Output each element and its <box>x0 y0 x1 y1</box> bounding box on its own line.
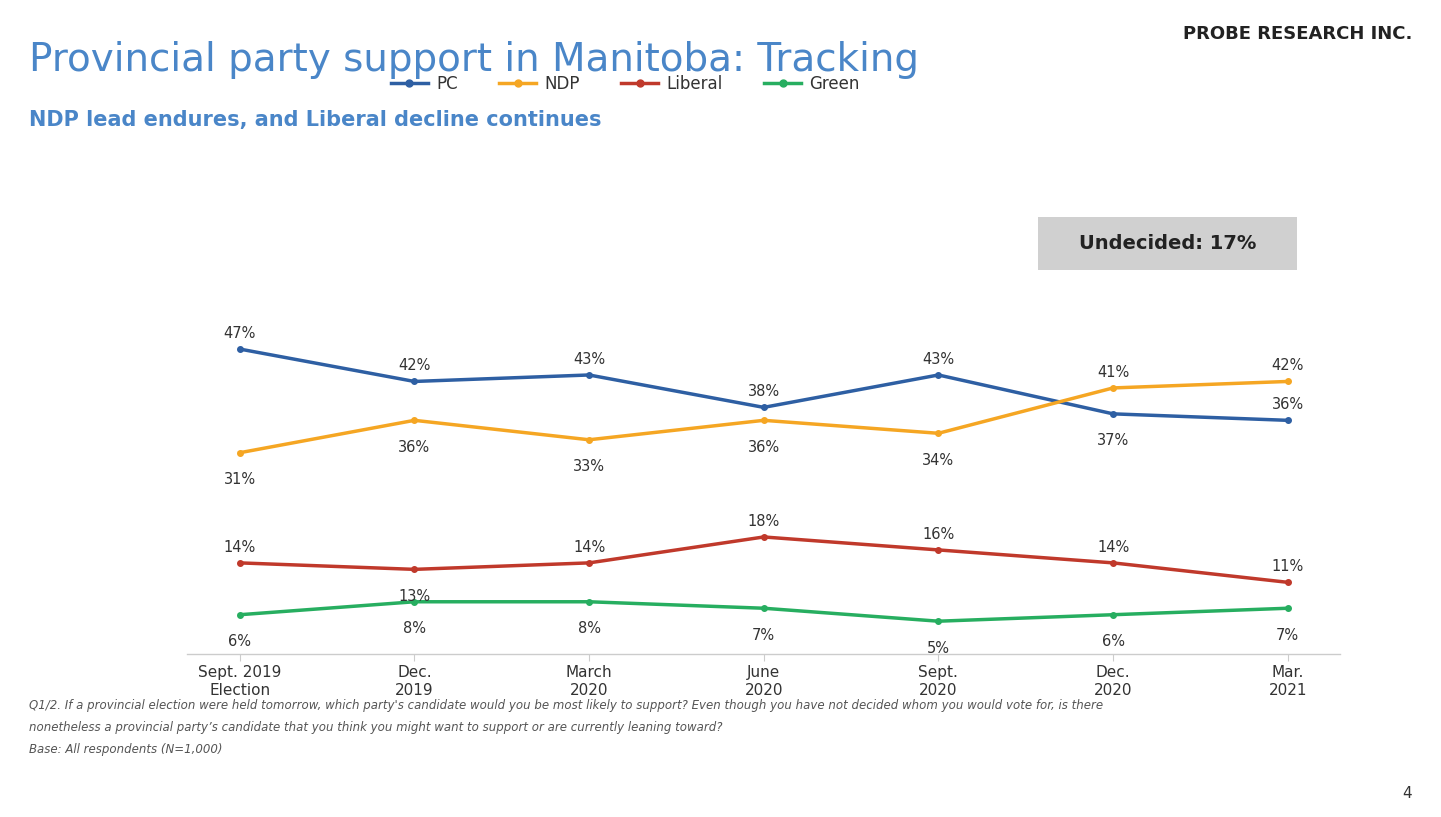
Text: 36%: 36% <box>1271 397 1304 412</box>
Text: 14%: 14% <box>1097 539 1130 555</box>
Text: 31%: 31% <box>223 472 256 487</box>
Text: nonetheless a provincial party’s candidate that you think you might want to supp: nonetheless a provincial party’s candida… <box>29 721 722 734</box>
Text: 6%: 6% <box>1101 634 1124 650</box>
Text: 36%: 36% <box>398 440 431 455</box>
Text: 41%: 41% <box>1097 364 1130 380</box>
Text: 14%: 14% <box>574 539 605 555</box>
Text: 43%: 43% <box>574 351 605 367</box>
Text: 13%: 13% <box>398 589 431 604</box>
Text: Provincial party support in Manitoba: Tracking: Provincial party support in Manitoba: Tr… <box>29 41 919 79</box>
Text: 33%: 33% <box>574 459 605 474</box>
Legend: PC, NDP, Liberal, Green: PC, NDP, Liberal, Green <box>385 68 866 100</box>
Text: 43%: 43% <box>922 351 954 367</box>
Text: 42%: 42% <box>398 358 431 373</box>
Text: PROBE RESEARCH INC.: PROBE RESEARCH INC. <box>1183 25 1412 42</box>
Text: 4: 4 <box>1402 786 1412 801</box>
Text: 14%: 14% <box>223 539 256 555</box>
Text: 7%: 7% <box>1277 627 1300 643</box>
Text: 37%: 37% <box>1097 433 1130 449</box>
Text: 11%: 11% <box>1271 559 1304 574</box>
Text: 8%: 8% <box>403 621 427 636</box>
Text: 38%: 38% <box>748 384 780 399</box>
Text: Base: All respondents (N=1,000): Base: All respondents (N=1,000) <box>29 743 222 756</box>
Text: Q1/2. If a provincial election were held tomorrow, which party's candidate would: Q1/2. If a provincial election were held… <box>29 699 1102 712</box>
Text: 5%: 5% <box>927 641 950 656</box>
Text: NDP lead endures, and Liberal decline continues: NDP lead endures, and Liberal decline co… <box>29 110 601 130</box>
Text: 7%: 7% <box>752 627 775 643</box>
Text: 18%: 18% <box>748 514 780 529</box>
Text: 16%: 16% <box>922 527 954 542</box>
Text: 8%: 8% <box>578 621 601 636</box>
Text: 6%: 6% <box>228 634 251 650</box>
Text: 47%: 47% <box>223 326 256 341</box>
Text: 36%: 36% <box>748 440 780 455</box>
Text: 34%: 34% <box>922 453 954 468</box>
Text: Undecided: 17%: Undecided: 17% <box>1078 234 1257 252</box>
Text: 42%: 42% <box>1271 358 1304 373</box>
